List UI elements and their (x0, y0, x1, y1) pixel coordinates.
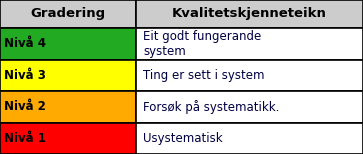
Text: Eit godt fungerande
system: Eit godt fungerande system (143, 30, 262, 58)
Text: Kvalitetskjenneteikn: Kvalitetskjenneteikn (172, 8, 327, 20)
Text: Nivå 2: Nivå 2 (4, 100, 46, 113)
Bar (136, 91, 363, 122)
Text: Nivå 1: Nivå 1 (4, 132, 46, 145)
Bar (0, 122, 136, 154)
Bar (0, 0, 136, 28)
Bar (136, 122, 363, 154)
Bar (136, 59, 363, 91)
Bar (136, 28, 363, 59)
Text: Forsøk på systematikk.: Forsøk på systematikk. (143, 100, 280, 114)
Bar (0, 28, 136, 59)
Text: Usystematisk: Usystematisk (143, 132, 223, 145)
Text: Nivå 4: Nivå 4 (4, 37, 46, 50)
Text: Gradering: Gradering (30, 8, 106, 20)
Bar (0, 59, 136, 91)
Text: Ting er sett i system: Ting er sett i system (143, 69, 265, 82)
Bar (136, 0, 363, 28)
Text: Nivå 3: Nivå 3 (4, 69, 46, 82)
Bar (0, 91, 136, 122)
